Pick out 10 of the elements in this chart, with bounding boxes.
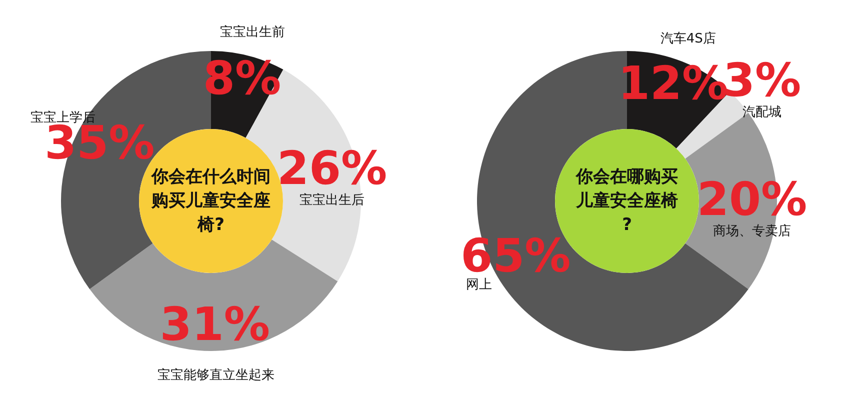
donut-slice (90, 240, 338, 351)
slice-label: 汽车4S店 (660, 30, 716, 47)
slice-label: 宝宝能够直立坐起来 (158, 366, 275, 383)
slice-label: 宝宝出生后 (300, 192, 365, 208)
slice-label: 汽配城 (742, 104, 782, 120)
data-label: 31% (160, 296, 270, 351)
text: 你会在什么时间购买儿童安全座椅? (150, 167, 270, 235)
slice-label: 宝宝出生前 (220, 24, 285, 40)
data-label: 8% (203, 50, 282, 105)
text: 你会在哪购买儿童安全座椅? (575, 167, 678, 235)
